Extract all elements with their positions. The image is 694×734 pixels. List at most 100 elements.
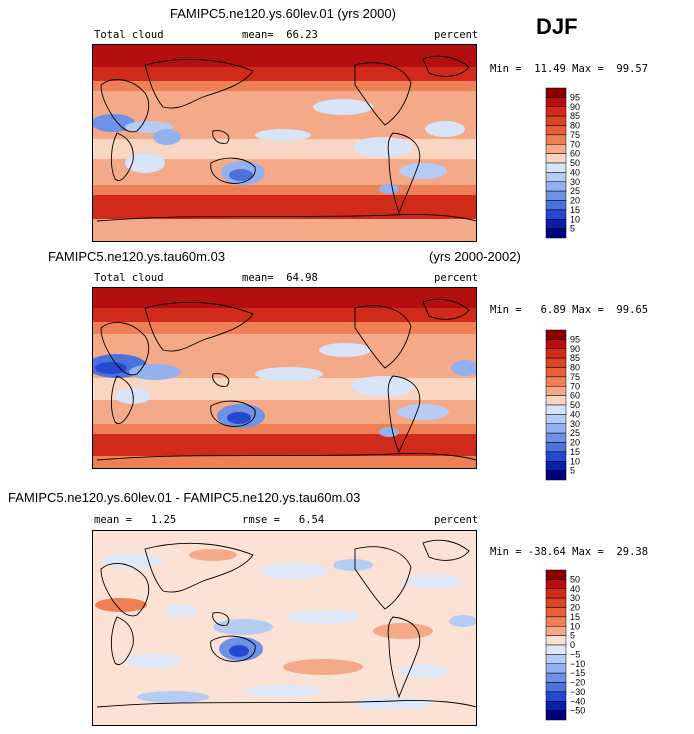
colorbar-label: 85 <box>570 353 580 363</box>
colorbar-box <box>545 423 567 434</box>
panel2-map <box>92 287 477 469</box>
colorbar-box <box>545 663 567 674</box>
colorbar-box <box>545 144 567 154</box>
colorbar-box <box>545 644 567 655</box>
panel3-mean: mean = 1.25 <box>94 514 177 526</box>
colorbar-label: 20 <box>570 196 580 206</box>
colorbar-box <box>545 672 567 683</box>
colorbar-label: −15 <box>570 668 585 678</box>
colorbar-label: 20 <box>570 438 580 448</box>
colorbar-label: 50 <box>570 400 580 410</box>
colorbar-box <box>545 616 567 627</box>
colorbar-box <box>545 329 567 340</box>
colorbar-label: 80 <box>570 363 580 373</box>
colorbar-box <box>545 432 567 443</box>
panel1-map <box>92 44 477 242</box>
colorbar-box <box>545 200 567 211</box>
panel2-units: percent <box>434 272 479 284</box>
colorbar-label: 70 <box>570 139 580 149</box>
colorbar-label: 75 <box>570 130 580 140</box>
colorbar-box <box>545 386 567 396</box>
colorbar-box <box>545 228 567 239</box>
colorbar-box <box>545 348 567 359</box>
colorbar-box <box>545 219 567 229</box>
colorbar-label: 75 <box>570 372 580 382</box>
colorbar-box <box>545 367 567 378</box>
panel3-map <box>92 530 477 726</box>
colorbar-box <box>545 691 567 702</box>
panel1-variable: Total cloud <box>94 29 164 41</box>
colorbar-box <box>545 701 567 711</box>
panel2-years: (yrs 2000-2002) <box>429 249 521 264</box>
colorbar-label: 20 <box>570 603 580 613</box>
panel3-rmse: rmse = 6.54 <box>242 514 325 526</box>
colorbar-box <box>545 442 567 453</box>
colorbar-box <box>545 569 567 580</box>
colorbar-box <box>545 115 567 126</box>
colorbar-label: −5 <box>570 649 580 659</box>
panel1-units: percent <box>434 29 479 41</box>
colorbar-box <box>545 209 567 220</box>
colorbar-box <box>545 654 567 664</box>
colorbar-box <box>545 470 567 481</box>
colorbar-label: 30 <box>570 593 580 603</box>
panel2-mean: mean= 64.98 <box>242 272 318 284</box>
colorbar-box <box>545 97 567 107</box>
colorbar-box <box>545 579 567 589</box>
season-label: DJF <box>536 14 578 39</box>
colorbar-label: 95 <box>570 92 580 102</box>
colorbar-label: 80 <box>570 121 580 131</box>
colorbar-label: 10 <box>570 621 580 631</box>
colorbar-box <box>545 461 567 471</box>
colorbar-label: 30 <box>570 177 580 187</box>
colorbar-label: −50 <box>570 706 585 716</box>
colorbar-label: 90 <box>570 102 580 112</box>
colorbar-label: 15 <box>570 612 580 622</box>
colorbar-label: 60 <box>570 149 580 159</box>
colorbar-box <box>545 106 567 117</box>
colorbar-label: −30 <box>570 687 585 697</box>
colorbar-label: −40 <box>570 696 585 706</box>
colorbar-label: 5 <box>570 631 575 641</box>
panel2-colorbar: 95 90 85 80 75 70 60 50 40 30 25 20 15 10 5 <box>545 329 596 481</box>
colorbar-box <box>545 134 567 145</box>
colorbar-label: 5 <box>570 466 575 476</box>
colorbar-label: 25 <box>570 428 580 438</box>
colorbar-label: 30 <box>570 419 580 429</box>
colorbar-box <box>545 172 567 182</box>
colorbar-label: 10 <box>570 214 580 224</box>
panel1-colorbar: 95 90 85 80 75 70 60 50 40 30 25 20 15 10 5 <box>545 87 596 239</box>
colorbar-label: −10 <box>570 659 585 669</box>
colorbar-label: 25 <box>570 186 580 196</box>
colorbar-box <box>545 181 567 192</box>
colorbar-box <box>545 626 567 636</box>
colorbar-box <box>545 162 567 173</box>
colorbar-label: 85 <box>570 111 580 121</box>
panel3-colorbar: 50 40 30 20 15 10 5 0 −5 −10 −15 −20 −30 −40 −50 <box>545 569 606 721</box>
colorbar-label: 10 <box>570 456 580 466</box>
panel1-title: FAMIPC5.ne120.ys.60lev.01 (yrs 2000) <box>170 6 396 21</box>
colorbar-label: 50 <box>570 574 580 584</box>
colorbar-label: 70 <box>570 381 580 391</box>
colorbar-box <box>545 682 567 693</box>
colorbar-label: 0 <box>570 640 575 650</box>
panel2-minmax: Min = 6.89 Max = 99.65 <box>490 304 649 316</box>
colorbar-box <box>545 190 567 201</box>
colorbar-box <box>545 451 567 462</box>
panel3-title: FAMIPC5.ne120.ys.60lev.01 - FAMIPC5.ne12… <box>8 490 361 505</box>
panel2-title: FAMIPC5.ne120.ys.tau60m.03 <box>48 249 226 264</box>
colorbar-box <box>545 87 567 98</box>
colorbar-label: 40 <box>570 167 580 177</box>
colorbar-label: −20 <box>570 678 585 688</box>
colorbar-box <box>545 395 567 406</box>
panel1-mean: mean= 66.23 <box>242 29 318 41</box>
colorbar-box <box>545 125 567 136</box>
colorbar-box <box>545 357 567 368</box>
colorbar-label: 90 <box>570 344 580 354</box>
colorbar-label: 50 <box>570 158 580 168</box>
colorbar-box <box>545 404 567 415</box>
colorbar-label: 15 <box>570 447 580 457</box>
colorbar-box <box>545 339 567 349</box>
colorbar-label: 5 <box>570 224 575 234</box>
colorbar-box <box>545 635 567 646</box>
